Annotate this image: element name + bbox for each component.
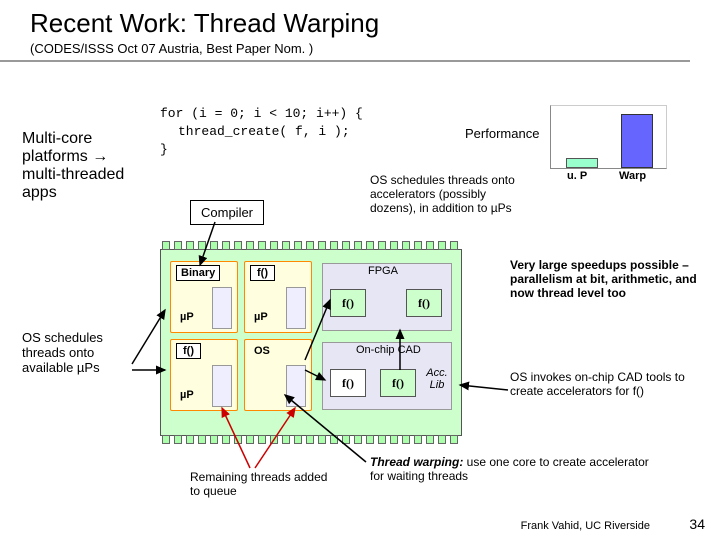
bumps-top	[160, 241, 460, 249]
code-l1: for (i = 0; i < 10; i++) {	[160, 105, 363, 123]
binary-label: Binary	[176, 265, 220, 281]
code-l2: thread_create( f, i );	[160, 123, 363, 141]
queue-2	[286, 287, 306, 329]
compiler-box: Compiler	[190, 200, 264, 225]
performance-chart: u. P Warp	[550, 105, 667, 169]
fpga-label: FPGA	[368, 265, 398, 277]
f-label-2: f()	[176, 343, 201, 359]
performance-label: Performance	[465, 126, 539, 141]
chip-diagram: Binary µP f() µP f() µP OS FPGA f() f() …	[150, 239, 470, 444]
slide-subtitle: (CODES/ISSS Oct 07 Austria, Best Paper N…	[0, 39, 690, 62]
os-cad-text: OS invokes on-chip CAD tools to create a…	[510, 370, 700, 398]
f-label-1: f()	[250, 265, 275, 281]
queue-4	[286, 365, 306, 407]
page-number: 34	[689, 516, 705, 532]
footer-credit: Frank Vahid, UC Riverside	[521, 520, 650, 532]
code-l3: }	[160, 141, 363, 159]
code-block: for (i = 0; i < 10; i++) { thread_create…	[160, 105, 363, 160]
accel-4: f()	[380, 369, 416, 397]
bumps-bottom	[160, 435, 460, 443]
speedup-text: Very large speedups possible – paralleli…	[510, 258, 700, 300]
bar-up	[566, 158, 598, 168]
accel-2: f()	[406, 289, 442, 317]
slide-title: Recent Work: Thread Warping	[0, 0, 720, 39]
side-label-1: Multi-core platforms → multi-threaded ap…	[22, 130, 142, 202]
accel-1: f()	[330, 289, 366, 317]
thread-warping-text: Thread warping: use one core to create a…	[370, 455, 650, 483]
accel-3: f()	[330, 369, 366, 397]
queue-3	[212, 365, 232, 407]
os-schedule-text: OS schedules threads onto accelerators (…	[370, 173, 535, 215]
bar-label-warp: Warp	[619, 170, 646, 182]
bar-warp	[621, 114, 653, 168]
side-label-2: OS schedules threads onto available µPs	[22, 330, 142, 375]
up-label-3: µP	[180, 389, 194, 401]
queue-1	[212, 287, 232, 329]
cad-label: On-chip CAD	[356, 344, 421, 356]
os-label: OS	[254, 345, 270, 357]
up-label-1: µP	[180, 311, 194, 323]
up-label-2: µP	[254, 311, 268, 323]
acclib-label: Acc. Lib	[424, 367, 450, 391]
warp-bold: Thread warping:	[370, 455, 463, 469]
remaining-threads-text: Remaining threads added to queue	[190, 470, 330, 498]
bar-label-up: u. P	[567, 170, 587, 182]
